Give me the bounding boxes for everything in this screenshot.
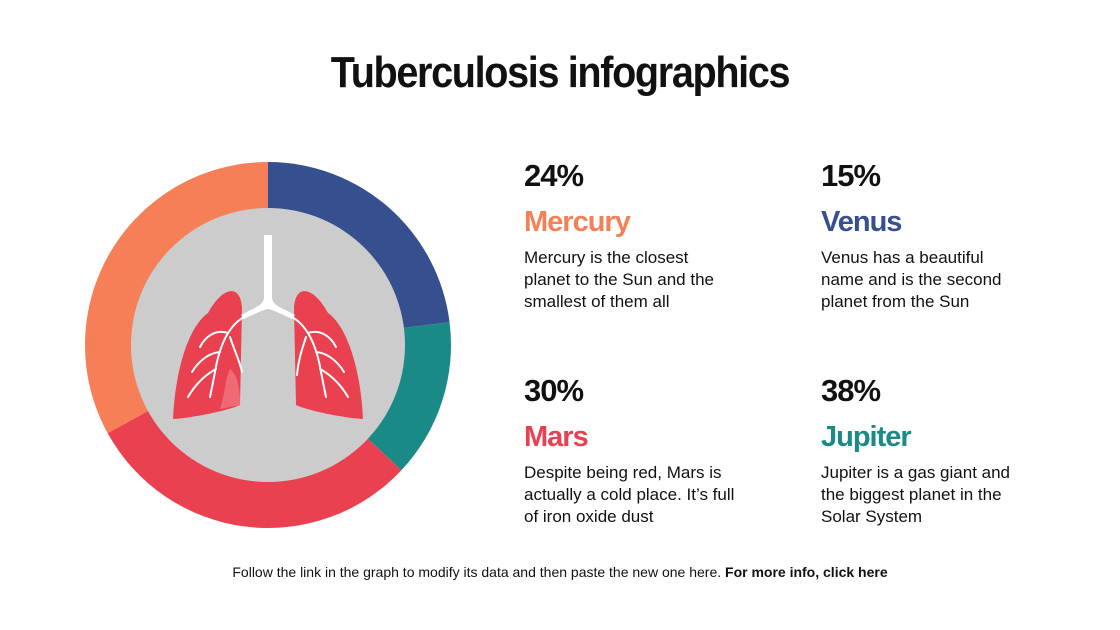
donut-chart — [85, 162, 451, 528]
stat-name: Venus — [821, 206, 902, 238]
page-title: Tuberculosis infographics — [330, 48, 791, 97]
stat-percent: 15% — [821, 158, 881, 193]
stat-percent: 24% — [524, 158, 584, 193]
stat-name: Mars — [524, 421, 589, 453]
stat-percent: 30% — [524, 373, 584, 408]
stat-mars: 30% Mars Despite being red, Mars is actu… — [524, 373, 784, 528]
stat-venus: 15% Venus Venus has a beautiful name and… — [821, 158, 1081, 313]
stat-description: Venus has a beautiful name and is the se… — [821, 248, 1002, 311]
lungs-icon — [173, 235, 363, 419]
stat-jupiter: 38% Jupiter Jupiter is a gas giant and t… — [821, 373, 1081, 528]
stat-mercury: 24% Mercury Mercury is the closest plane… — [524, 158, 784, 313]
footer: Follow the link in the graph to modify i… — [0, 564, 1120, 580]
stat-percent: 38% — [821, 373, 881, 408]
stat-name: Mercury — [524, 206, 631, 238]
stat-description: Jupiter is a gas giant and the biggest p… — [821, 463, 1011, 526]
more-info-link[interactable]: For more info, click here — [725, 564, 888, 580]
stat-description: Despite being red, Mars is actually a co… — [524, 463, 735, 526]
footer-text: Follow the link in the graph to modify i… — [232, 564, 726, 580]
stat-name: Jupiter — [821, 421, 912, 453]
stat-description: Mercury is the closest planet to the Sun… — [524, 248, 714, 311]
